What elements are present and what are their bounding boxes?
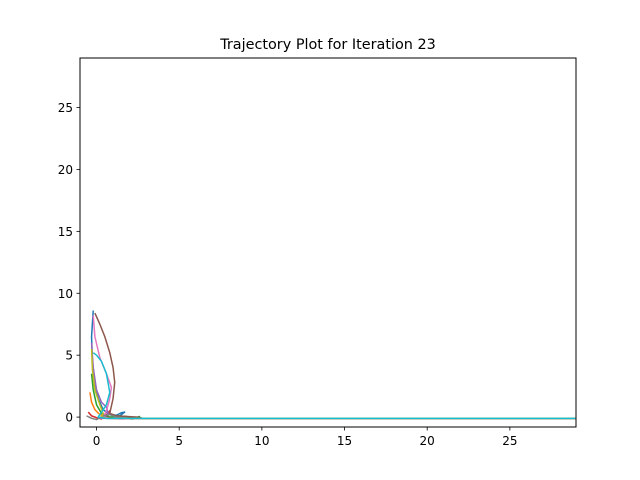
series-group	[86, 310, 576, 421]
y-tick-label: 15	[58, 225, 73, 239]
x-tick-label: 25	[502, 434, 517, 448]
axis-ticks: 0 5 10 15 20 25 0 5 10 15 20 25	[58, 101, 518, 448]
y-tick-label: 20	[58, 163, 73, 177]
x-tick-label: 15	[337, 434, 352, 448]
x-tick-label: 5	[175, 434, 183, 448]
x-tick-label: 10	[254, 434, 269, 448]
y-tick-label: 10	[58, 287, 73, 301]
x-tick-label: 0	[93, 434, 101, 448]
chart-title: Trajectory Plot for Iteration 23	[219, 37, 436, 53]
y-tick-label: 25	[58, 101, 73, 115]
y-tick-label: 0	[65, 411, 73, 425]
y-tick-label: 5	[65, 349, 73, 363]
series-line-10	[92, 352, 576, 420]
plot-frame	[79, 57, 577, 428]
x-tick-label: 20	[420, 434, 435, 448]
